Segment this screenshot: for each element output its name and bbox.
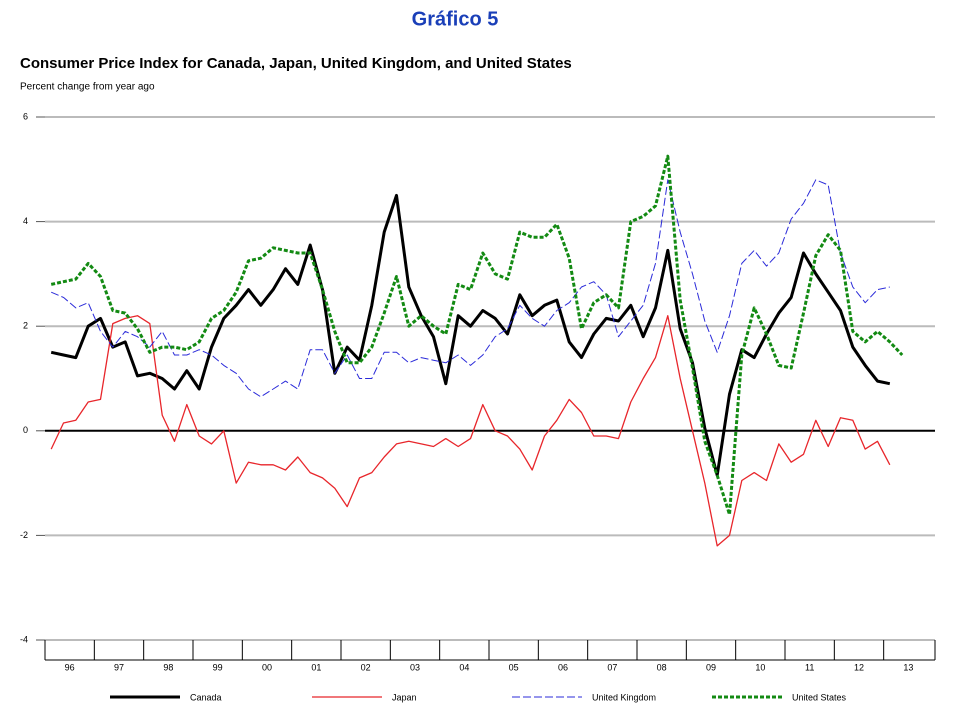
x-tick-label: 99: [213, 662, 223, 672]
x-tick-label: 97: [114, 662, 124, 672]
x-tick-label: 08: [657, 662, 667, 672]
legend-label: Japan: [392, 692, 417, 702]
y-tick-label: 2: [23, 321, 28, 331]
chart-subtitle: Percent change from year ago: [20, 82, 155, 93]
x-tick-label: 04: [459, 662, 469, 672]
x-tick-label: 98: [163, 662, 173, 672]
x-tick-label: 07: [607, 662, 617, 672]
y-tick-label: -2: [20, 530, 28, 540]
x-tick-label: 11: [805, 662, 814, 672]
x-tick-label: 96: [65, 662, 75, 672]
x-tick-label: 10: [755, 662, 765, 672]
x-tick-label: 06: [558, 662, 568, 672]
x-tick-label: 02: [361, 662, 371, 672]
y-tick-label: -4: [20, 634, 28, 644]
x-tick-label: 09: [706, 662, 716, 672]
y-tick-label: 4: [23, 216, 28, 226]
series-line: [51, 179, 890, 398]
series-line: [50, 315, 891, 547]
x-tick-label: 13: [903, 662, 913, 672]
x-tick-label: 12: [854, 662, 864, 672]
series-line: [50, 154, 904, 516]
legend-label: Canada: [190, 692, 222, 702]
legend-label: United States: [792, 692, 847, 702]
x-tick-label: 05: [509, 662, 519, 672]
legend-label: United Kingdom: [592, 692, 656, 702]
x-tick-label: 01: [311, 662, 321, 672]
series-line: [50, 193, 891, 477]
x-tick-label: 00: [262, 662, 272, 672]
x-tick-label: 03: [410, 662, 420, 672]
header: Gráfico 5: [412, 8, 499, 30]
chart-title: Consumer Price Index for Canada, Japan, …: [20, 55, 572, 72]
y-tick-label: 6: [23, 111, 28, 121]
y-tick-label: 0: [23, 425, 28, 435]
